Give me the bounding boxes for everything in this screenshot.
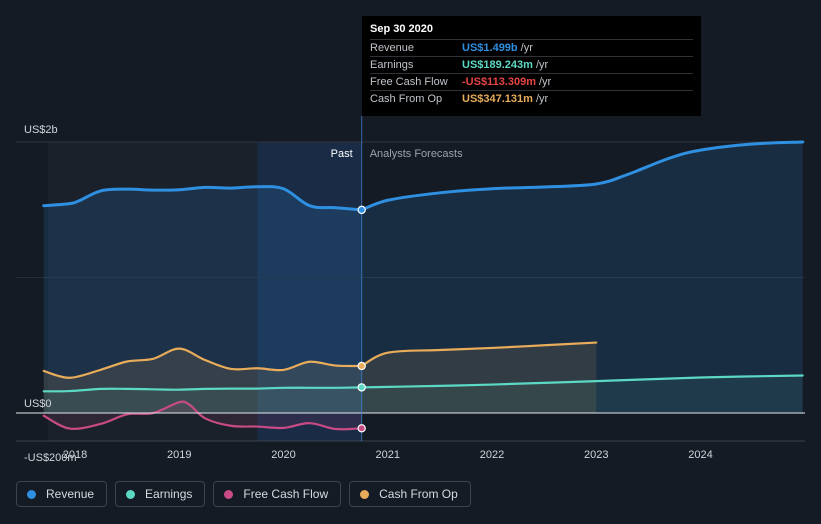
cfo-past-line bbox=[42, 347, 363, 379]
x-tick-label: 2021 bbox=[376, 449, 400, 461]
x-tick-label: 2018 bbox=[63, 449, 87, 461]
x-tick-label: 2023 bbox=[584, 449, 608, 461]
cfo-marker bbox=[357, 361, 366, 371]
x-tick-label: 2024 bbox=[688, 449, 712, 461]
y-axis-label: US$0 bbox=[24, 398, 52, 410]
earnings-past-area bbox=[43, 387, 362, 413]
cfo-past-area bbox=[43, 348, 362, 413]
forecast-label: Analysts Forecasts bbox=[370, 148, 463, 160]
earnings-forecast-line bbox=[360, 374, 804, 389]
revenue-marker bbox=[357, 205, 366, 215]
legend-fcf-button[interactable]: Free Cash Flow bbox=[213, 481, 342, 507]
tooltip-value: -US$113.309m bbox=[462, 76, 536, 88]
revenue-past-area bbox=[43, 186, 362, 413]
legend-label: Revenue bbox=[46, 487, 95, 501]
tooltip-value: US$189.243m bbox=[462, 59, 533, 71]
tooltip-unit: /yr bbox=[520, 42, 533, 54]
cfo-forecast-line bbox=[360, 341, 598, 368]
legend-cfo-button[interactable]: Cash From Op bbox=[349, 481, 471, 507]
tooltip-row-cfo: Cash From Op US$347.131m /yr bbox=[370, 90, 693, 107]
y-axis-label: -US$200m bbox=[24, 452, 77, 464]
y-axis-label: US$2b bbox=[24, 124, 58, 136]
tooltip-unit: /yr bbox=[539, 76, 552, 88]
revenue-forecast-area bbox=[361, 142, 803, 413]
tooltip-row-fcf: Free Cash Flow -US$113.309m /yr bbox=[370, 73, 693, 90]
tooltip-unit: /yr bbox=[535, 93, 549, 105]
revenue-forecast-line bbox=[360, 140, 805, 212]
x-tick-label: 2022 bbox=[480, 449, 504, 461]
legend-revenue-button[interactable]: Revenue bbox=[16, 481, 108, 507]
legend-label: Free Cash Flow bbox=[243, 487, 329, 501]
tooltip-label: Cash From Op bbox=[370, 93, 443, 105]
earnings-marker bbox=[357, 383, 366, 392]
legend-label: Earnings bbox=[145, 487, 193, 501]
past-highlight-band bbox=[257, 142, 362, 441]
cfo-forecast-area bbox=[361, 342, 597, 413]
tooltip-unit: /yr bbox=[535, 59, 549, 71]
fcf-marker bbox=[357, 424, 366, 433]
tooltip-date: Sep 30 2020 bbox=[370, 23, 433, 35]
tooltip-label: Earnings bbox=[370, 59, 414, 71]
fcf-past-line bbox=[42, 400, 363, 431]
tooltip-row-earnings: Earnings US$189.243m /yr bbox=[370, 56, 693, 73]
tooltip-value: US$347.131m bbox=[462, 93, 533, 105]
revenue-past-line bbox=[42, 185, 364, 212]
past-label: Past bbox=[331, 148, 353, 160]
tooltip-row-revenue: Revenue US$1.499b /yr bbox=[370, 39, 693, 56]
revenue-dot-icon bbox=[27, 489, 36, 499]
tooltip-label: Free Cash Flow bbox=[370, 76, 448, 88]
tooltip: Sep 30 2020 Revenue US$1.499b /yr Earnin… bbox=[362, 16, 701, 116]
tooltip-label: Revenue bbox=[370, 42, 415, 54]
tooltip-value: US$1.499b bbox=[462, 42, 518, 54]
legend: Revenue Earnings Free Cash Flow Cash Fro… bbox=[16, 481, 471, 507]
fcf-dot-icon bbox=[224, 489, 234, 499]
x-tick-label: 2019 bbox=[167, 449, 191, 461]
legend-earnings-button[interactable]: Earnings bbox=[115, 481, 206, 507]
legend-label: Cash From Op bbox=[379, 487, 458, 501]
earnings-forecast-area bbox=[361, 375, 803, 413]
cfo-dot-icon bbox=[360, 489, 370, 499]
x-tick-label: 2020 bbox=[271, 449, 295, 461]
earnings-past-line bbox=[42, 386, 363, 393]
earnings-dot-icon bbox=[126, 489, 136, 499]
